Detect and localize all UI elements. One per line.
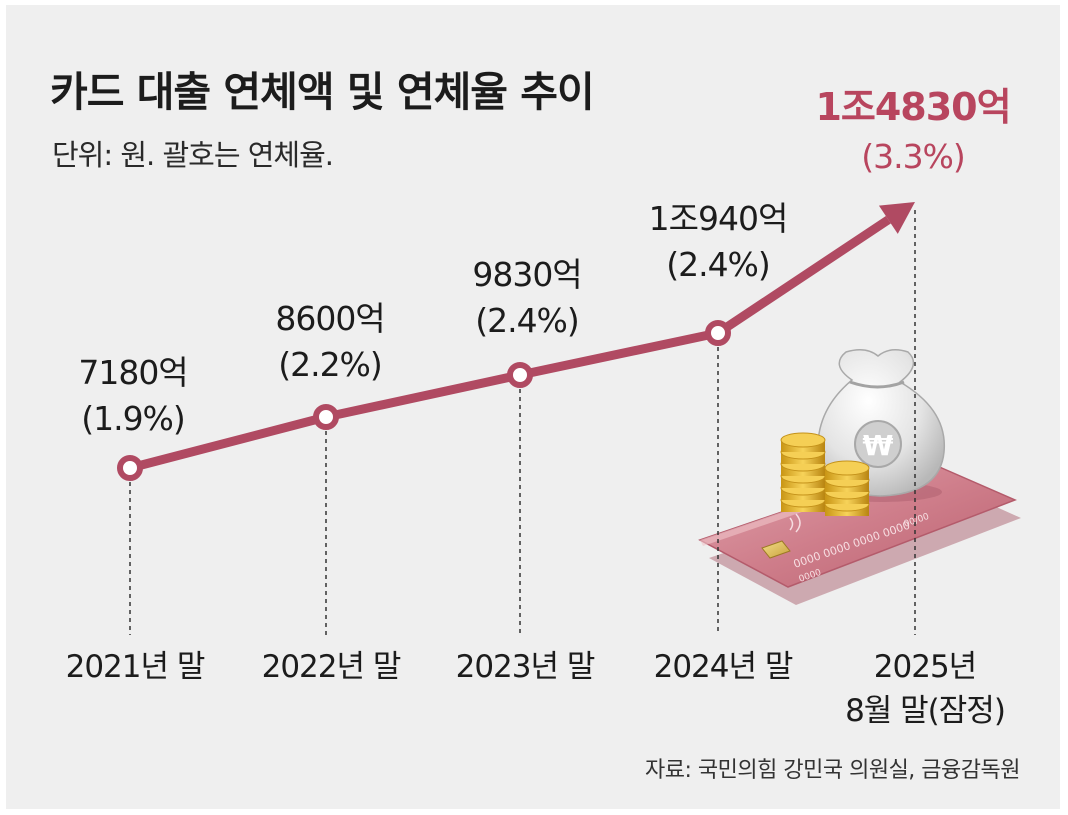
money-illustration: 0000 0000 0000 0000 0000 00/00 ₩ <box>698 349 1021 605</box>
data-points <box>117 320 731 481</box>
x-axis-labels: 2021년 말 2022년 말 2023년 말 2024년 말 2025년 8월 말(잠정… <box>66 649 1006 729</box>
coin-top <box>780 432 826 448</box>
chart-subtitle: 단위: 원. 괄호는 연체율. <box>52 138 334 172</box>
value-label-rate: (2.4%) <box>666 245 770 284</box>
data-point <box>117 455 143 481</box>
x-axis-tick-label: 8월 말(잠정) <box>845 693 1005 729</box>
value-label-amount: 8600억 <box>275 299 384 338</box>
dashed-guide-lines <box>129 210 916 635</box>
value-label-rate: (3.3%) <box>861 137 965 176</box>
arrow-head <box>878 202 915 234</box>
x-axis-tick-label: 2023년 말 <box>456 649 595 685</box>
x-axis-tick-label: 2021년 말 <box>66 649 205 685</box>
x-axis-tick-label: 2024년 말 <box>654 649 793 685</box>
value-label-amount: 1조4830억 <box>815 85 1010 129</box>
value-label-amount: 1조940억 <box>649 199 788 238</box>
value-labels: 7180억 (1.9%) 8600억 (2.2%) 9830억 (2.4%) 1조940억 (… <box>78 85 1011 438</box>
value-label-amount: 9830억 <box>472 255 581 294</box>
data-point <box>705 320 731 346</box>
gold-coins-icon <box>780 432 870 516</box>
source-note: 자료: 국민의힘 강민국 의원실, 금융감독원 <box>645 758 1020 783</box>
data-point <box>507 362 533 388</box>
coin-top <box>824 460 870 476</box>
x-axis-tick-label: 2025년 <box>874 649 976 685</box>
value-label-rate: (2.2%) <box>278 345 382 384</box>
x-axis-tick-label: 2022년 말 <box>262 649 401 685</box>
won-symbol: ₩ <box>863 429 894 462</box>
data-point <box>313 404 339 430</box>
chart-title: 카드 대출 연체액 및 연체율 추이 <box>50 68 595 116</box>
value-label-rate: (2.4%) <box>475 301 579 340</box>
value-label-amount: 7180억 <box>78 353 187 392</box>
value-label-rate: (1.9%) <box>81 399 185 438</box>
